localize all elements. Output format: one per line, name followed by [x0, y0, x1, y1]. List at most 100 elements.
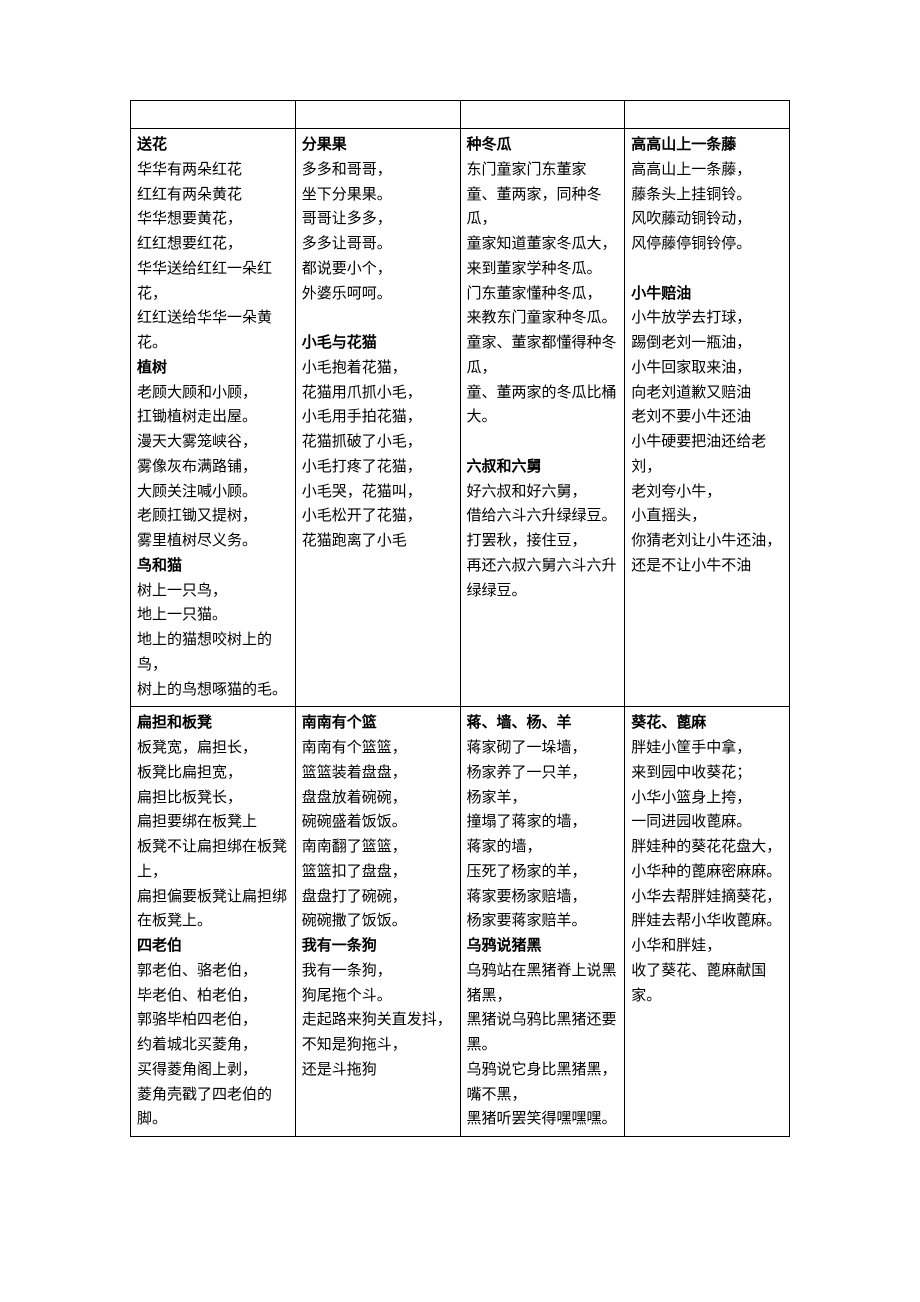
table-row: 送花华华有两朵红花红红有两朵黄花华华想要黄花，红红想要红花，华华送给红红一朵红花… [131, 129, 790, 707]
content-cell: 葵花、蓖麻胖娃小筐手中拿，来到园中收葵花；小华小篮身上挎，一同进园收蓖麻。胖娃种… [625, 707, 790, 1137]
poem-line: 我有一条狗， [302, 959, 454, 984]
poem-line: 雾像灰布满路铺， [137, 455, 289, 480]
poem-line: 杨家养了一只羊， [467, 761, 619, 786]
table-row: 扁担和板凳板凳宽，扁担长，板凳比扁担宽，扁担比板凳长，扁担要绑在板凳上板凳不让扁… [131, 707, 790, 1137]
poem-line: 大顾关注喊小顾。 [137, 480, 289, 505]
poem-line: 杨家要蒋家赔羊。 [467, 909, 619, 934]
tongue-twister-table: 送花华华有两朵红花红红有两朵黄花华华想要黄花，红红想要红花，华华送给红红一朵红花… [130, 100, 790, 1137]
poem-line: 乌鸦站在黑猪脊上说黑猪黑， [467, 959, 619, 1009]
poem-line: 高高山上一条藤， [631, 158, 783, 183]
poem-line: 菱角壳戳了四老伯的脚。 [137, 1083, 289, 1133]
blank-line [631, 257, 783, 282]
poem-line: 扁担比板凳长， [137, 786, 289, 811]
poem-line: 坐下分果果。 [302, 183, 454, 208]
poem-title: 蒋、墙、杨、羊 [467, 711, 619, 736]
poem-title: 送花 [137, 133, 289, 158]
poem-line: 小牛放学去打球， [631, 306, 783, 331]
poem-line: 再还六叔六舅六斗六升绿绿豆。 [467, 554, 619, 604]
poem-line: 你猜老刘让小牛还油， [631, 529, 783, 554]
poem-title: 乌鸦说猪黑 [467, 934, 619, 959]
poem-line: 小牛硬要把油还给老刘， [631, 430, 783, 480]
table-row [131, 101, 790, 129]
poem-line: 不知是狗拖斗， [302, 1033, 454, 1058]
poem-title: 六叔和六舅 [467, 455, 619, 480]
poem-line: 郭骆毕柏四老伯， [137, 1008, 289, 1033]
poem-line: 胖娃种的葵花花盘大， [631, 835, 783, 860]
poem-line: 老刘夸小牛， [631, 480, 783, 505]
poem-title: 我有一条狗 [302, 934, 454, 959]
poem-line: 盘盘打了碗碗， [302, 885, 454, 910]
blank-line [467, 430, 619, 455]
poem-line: 压死了杨家的羊， [467, 860, 619, 885]
poem-title: 种冬瓜 [467, 133, 619, 158]
poem-line: 童、董两家的冬瓜比桶大。 [467, 381, 619, 431]
poem-line: 走起路来狗关直发抖， [302, 1008, 454, 1033]
poem-line: 黑猪听罢笑得嘿嘿嘿。 [467, 1107, 619, 1132]
poem-line: 好六叔和好六舅， [467, 480, 619, 505]
poem-line: 花猫跑离了小毛 [302, 529, 454, 554]
poem-title: 扁担和板凳 [137, 711, 289, 736]
poem-line: 碗碗撒了饭饭。 [302, 909, 454, 934]
poem-line: 买得菱角阁上剥， [137, 1058, 289, 1083]
poem-line: 还是不让小牛不油 [631, 554, 783, 579]
poem-line: 华华想要黄花， [137, 207, 289, 232]
poem-line: 地上的猫想咬树上的鸟， [137, 628, 289, 678]
poem-line: 撞塌了蒋家的墙， [467, 810, 619, 835]
poem-line: 扁担要绑在板凳上 [137, 810, 289, 835]
poem-line: 都说要小个， [302, 257, 454, 282]
poem-title: 高高山上一条藤 [631, 133, 783, 158]
spacer-cell [131, 101, 296, 129]
poem-line: 杨家羊， [467, 786, 619, 811]
poem-line: 一同进园收蓖麻。 [631, 810, 783, 835]
spacer-cell [460, 101, 625, 129]
poem-line: 胖娃小筐手中拿， [631, 736, 783, 761]
poem-line: 来到园中收葵花； [631, 761, 783, 786]
poem-line: 向老刘道歉又赔油 [631, 381, 783, 406]
poem-title: 小牛赔油 [631, 282, 783, 307]
poem-line: 小毛抱着花猫， [302, 356, 454, 381]
poem-line: 老顾扛锄又提树， [137, 504, 289, 529]
poem-line: 红红送给华华一朵黄花。 [137, 306, 289, 356]
poem-line: 小毛哭，花猫叫， [302, 480, 454, 505]
blank-line [302, 306, 454, 331]
poem-line: 扛锄植树走出屋。 [137, 405, 289, 430]
spacer-cell [625, 101, 790, 129]
poem-title: 分果果 [302, 133, 454, 158]
poem-line: 小毛松开了花猫， [302, 504, 454, 529]
poem-line: 小华种的蓖麻密麻麻。 [631, 860, 783, 885]
poem-line: 蒋家的墙， [467, 835, 619, 860]
table-body: 送花华华有两朵红花红红有两朵黄花华华想要黄花，红红想要红花，华华送给红红一朵红花… [131, 101, 790, 1137]
poem-line: 黑猪说乌鸦比黑猪还要黑。 [467, 1008, 619, 1058]
poem-line: 童家知道董家冬瓜大， [467, 232, 619, 257]
content-cell: 蒋、墙、杨、羊蒋家砌了一垛墙，杨家养了一只羊，杨家羊，撞塌了蒋家的墙，蒋家的墙，… [460, 707, 625, 1137]
poem-line: 门东董家懂种冬瓜， [467, 282, 619, 307]
poem-title: 南南有个篮 [302, 711, 454, 736]
poem-line: 花猫抓破了小毛， [302, 430, 454, 455]
poem-line: 小华和胖娃， [631, 934, 783, 959]
poem-line: 胖娃去帮小华收蓖麻。 [631, 909, 783, 934]
poem-line: 风吹藤动铜铃动， [631, 207, 783, 232]
poem-line: 小毛打疼了花猫， [302, 455, 454, 480]
content-cell: 分果果多多和哥哥，坐下分果果。哥哥让多多，多多让哥哥。都说要小个，外婆乐呵呵。 … [295, 129, 460, 707]
poem-line: 小毛用手拍花猫， [302, 405, 454, 430]
poem-line: 小华去帮胖娃摘葵花， [631, 885, 783, 910]
poem-line: 南南有个篮篮， [302, 736, 454, 761]
poem-title: 植树 [137, 356, 289, 381]
poem-line: 花猫用爪抓小毛， [302, 381, 454, 406]
poem-line: 碗碗盛着饭饭。 [302, 810, 454, 835]
poem-title: 葵花、蓖麻 [631, 711, 783, 736]
poem-line: 打罢秋，接住豆， [467, 529, 619, 554]
poem-line: 毕老伯、柏老伯， [137, 984, 289, 1009]
spacer-cell [295, 101, 460, 129]
poem-line: 树上的鸟想啄猫的毛。 [137, 678, 289, 703]
poem-line: 童家、董家都懂得种冬瓜， [467, 331, 619, 381]
poem-line: 收了葵花、蓖麻献国家。 [631, 959, 783, 1009]
poem-line: 盘盘放着碗碗， [302, 786, 454, 811]
poem-line: 还是斗拖狗 [302, 1058, 454, 1083]
poem-title: 四老伯 [137, 934, 289, 959]
poem-line: 板凳宽，扁担长， [137, 736, 289, 761]
poem-line: 红红想要红花， [137, 232, 289, 257]
poem-line: 踢倒老刘一瓶油， [631, 331, 783, 356]
poem-line: 郭老伯、骆老伯， [137, 959, 289, 984]
poem-line: 华华送给红红一朵红花， [137, 257, 289, 307]
